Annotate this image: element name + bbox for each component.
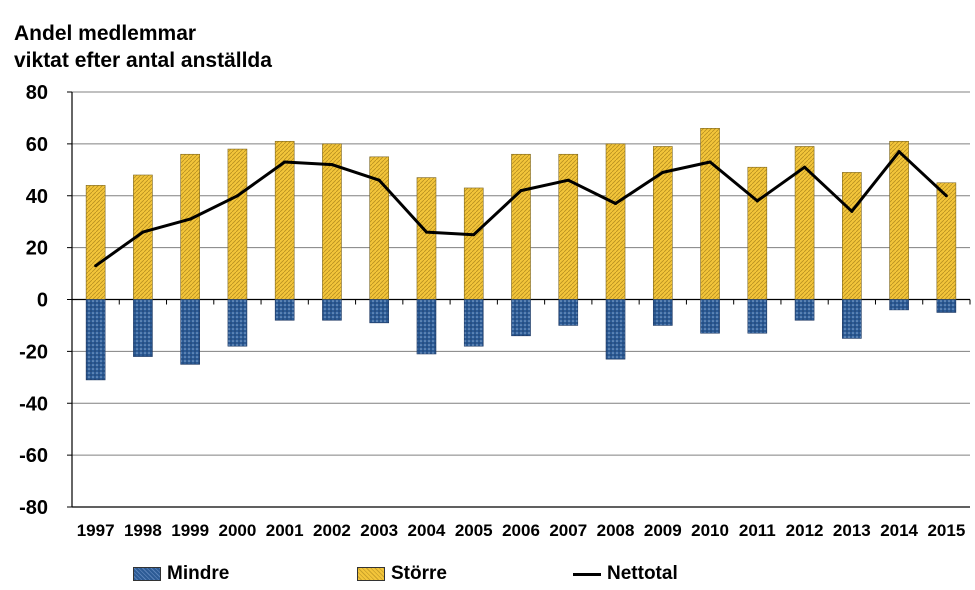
x-tick-label: 2008	[597, 521, 635, 540]
bar-mindre-2006	[511, 299, 531, 337]
point-nettotal-1998	[141, 230, 145, 234]
x-tick-label: 2005	[455, 521, 493, 540]
legend-item-mindre: Mindre	[133, 563, 229, 585]
point-nettotal-2000	[235, 194, 239, 198]
x-tick-label: 2004	[408, 521, 446, 540]
chart-title: Andel medlemmar viktat efter antal anstä…	[14, 20, 272, 74]
point-nettotal-2003	[377, 178, 381, 182]
x-tick-label: 1997	[77, 521, 115, 540]
bar-mindre-1998	[133, 299, 153, 357]
bar-mindre-1997	[85, 299, 106, 381]
bar-mindre-2008	[605, 299, 626, 360]
bar-mindre-2013	[842, 299, 862, 339]
x-tick-label: 2009	[644, 521, 682, 540]
bar-storre-2011	[747, 166, 768, 300]
bar-mindre-2005	[463, 299, 484, 347]
x-tick-label: 2002	[313, 521, 351, 540]
x-tick-label: 2003	[360, 521, 398, 540]
bar-storre-2007	[558, 153, 579, 300]
x-tick-label: 2012	[786, 521, 824, 540]
y-tick-label: 60	[26, 134, 48, 156]
point-nettotal-2001	[283, 160, 287, 164]
point-nettotal-2004	[424, 230, 428, 234]
chart-title-line-1: Andel medlemmar	[14, 22, 197, 45]
bar-mindre-2009	[652, 299, 673, 326]
point-nettotal-2009	[661, 170, 665, 174]
y-tick-label: -60	[19, 445, 48, 467]
y-tick-label: -80	[19, 497, 48, 519]
bars	[85, 128, 957, 381]
point-nettotal-1997	[94, 264, 98, 268]
bar-storre-1999	[180, 153, 200, 300]
bar-mindre-2010	[700, 299, 720, 334]
bar-mindre-2015	[936, 299, 957, 313]
point-nettotal-2007	[566, 178, 570, 182]
chart-title-line-2: viktat efter antal anställda	[14, 49, 272, 72]
y-tick-label: 20	[26, 238, 48, 260]
legend-label-nettotal: Nettotal	[607, 563, 678, 584]
point-nettotal-1999	[188, 217, 192, 221]
bar-storre-2006	[511, 153, 531, 300]
point-nettotal-2006	[519, 189, 523, 193]
point-nettotal-2010	[708, 160, 712, 164]
x-tick-label: 2001	[266, 521, 304, 540]
bar-mindre-2011	[747, 299, 768, 334]
bar-storre-2004	[416, 177, 437, 300]
x-tick-label: 1999	[171, 521, 209, 540]
point-nettotal-2005	[472, 233, 476, 237]
bar-mindre-2003	[369, 299, 390, 324]
bar-mindre-2014	[889, 299, 909, 311]
point-nettotal-2012	[803, 165, 807, 169]
gridlines	[72, 91, 970, 456]
point-nettotal-2014	[897, 150, 901, 154]
legend-line-nettotal	[573, 572, 601, 576]
bar-storre-2015	[936, 182, 957, 300]
bar-mindre-2002	[322, 299, 342, 321]
x-tick-label: 2014	[880, 521, 918, 540]
bar-storre-1997	[85, 185, 106, 300]
x-tick-label: 2000	[219, 521, 257, 540]
x-tick-label: 2015	[927, 521, 965, 540]
legend: Mindre Större Nettotal	[0, 563, 975, 587]
bar-mindre-2000	[227, 299, 248, 347]
point-nettotal-2013	[850, 209, 854, 213]
point-nettotal-2008	[614, 202, 618, 206]
x-tick-label: 2010	[691, 521, 729, 540]
point-nettotal-2011	[755, 199, 759, 203]
y-tick-label: 0	[37, 290, 48, 312]
x-tick-label: 1998	[124, 521, 162, 540]
legend-item-storre: Större	[357, 563, 447, 585]
bar-mindre-2004	[416, 299, 437, 355]
bar-mindre-2007	[558, 299, 579, 326]
legend-label-storre: Större	[391, 563, 447, 584]
x-tick-label: 2013	[833, 521, 871, 540]
bar-mindre-1999	[180, 299, 200, 365]
bar-storre-2014	[889, 140, 909, 300]
point-nettotal-2015	[944, 194, 948, 198]
y-tick-label: 80	[26, 82, 48, 104]
tick-labels: 80 60 40 20 0 -20 -40 -60 -80 1997 1998 1999 2000 200…	[19, 82, 965, 540]
bar-storre-2008	[605, 143, 626, 300]
legend-swatch-mindre	[133, 567, 161, 581]
legend-item-nettotal: Nettotal	[573, 563, 678, 585]
x-tick-label: 2007	[549, 521, 587, 540]
y-tick-label: -40	[19, 393, 48, 415]
chart-area: 80 60 40 20 0 -20 -40 -60 -80 1997 1998 1999 2000 200…	[19, 82, 971, 540]
legend-label-mindre: Mindre	[167, 563, 230, 584]
x-tick-label: 2011	[739, 521, 776, 540]
legend-swatch-storre	[357, 567, 385, 581]
bar-storre-2005	[463, 187, 484, 300]
bar-mindre-2012	[794, 299, 815, 321]
bar-storre-2012	[794, 146, 815, 300]
point-nettotal-2002	[330, 163, 334, 167]
bar-storre-2000	[227, 148, 248, 300]
bar-mindre-2001	[274, 299, 295, 321]
x-tick-label: 2006	[502, 521, 540, 540]
y-tick-label: 40	[26, 186, 48, 208]
bar-storre-2013	[842, 172, 862, 300]
bar-storre-2010	[700, 128, 720, 300]
net-line	[94, 150, 948, 268]
y-tick-label: -20	[19, 341, 48, 363]
